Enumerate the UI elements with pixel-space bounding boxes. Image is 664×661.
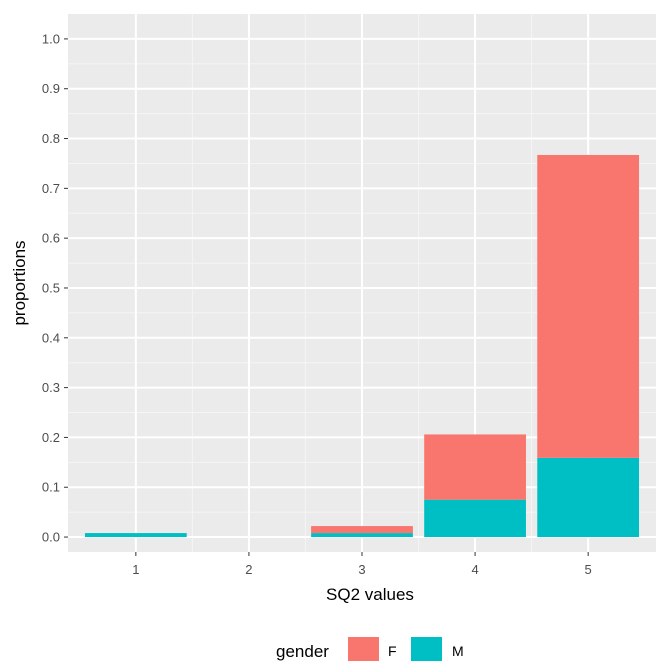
bar-m-3 [311, 533, 413, 538]
x-tick-label: 4 [471, 562, 478, 577]
legend-key-f [348, 637, 379, 661]
x-axis-title: SQ2 values [326, 585, 414, 604]
y-tick-label: 0.2 [42, 430, 60, 445]
bar-f-3 [311, 526, 413, 534]
bar-m-5 [537, 457, 640, 538]
bar-m-1 [84, 533, 187, 538]
legend-title: gender [276, 642, 329, 661]
x-tick-label: 2 [245, 562, 252, 577]
bar-f-5 [537, 154, 640, 458]
y-tick-label: 0.8 [42, 131, 60, 146]
legend-label-m: M [452, 643, 464, 659]
legend-label-f: F [388, 643, 397, 659]
y-tick-label: 1.0 [42, 31, 60, 46]
y-axis: 0.0 0.1 0.2 0.3 0.4 0.5 0.6 0.7 0.8 0.9 1.0 [42, 31, 68, 545]
x-tick-label: 3 [358, 562, 365, 577]
y-tick-label: 0.1 [42, 480, 60, 495]
y-axis-title: proportions [10, 240, 29, 325]
bar-m-4 [424, 499, 526, 538]
y-tick-label: 0.4 [42, 330, 60, 345]
bars [84, 154, 640, 538]
y-tick-label: 0.0 [42, 530, 60, 545]
y-tick-label: 0.3 [42, 380, 60, 395]
legend-key-m [411, 637, 442, 661]
y-tick-label: 0.6 [42, 231, 60, 246]
y-tick-label: 0.9 [42, 81, 60, 96]
legend: gender F M [276, 637, 464, 661]
x-tick-label: 5 [585, 562, 592, 577]
x-axis: 1 2 3 4 5 [132, 552, 592, 577]
bar-f-4 [424, 434, 526, 500]
y-tick-label: 0.5 [42, 280, 60, 295]
x-tick-label: 1 [132, 562, 139, 577]
y-tick-label: 0.7 [42, 181, 60, 196]
